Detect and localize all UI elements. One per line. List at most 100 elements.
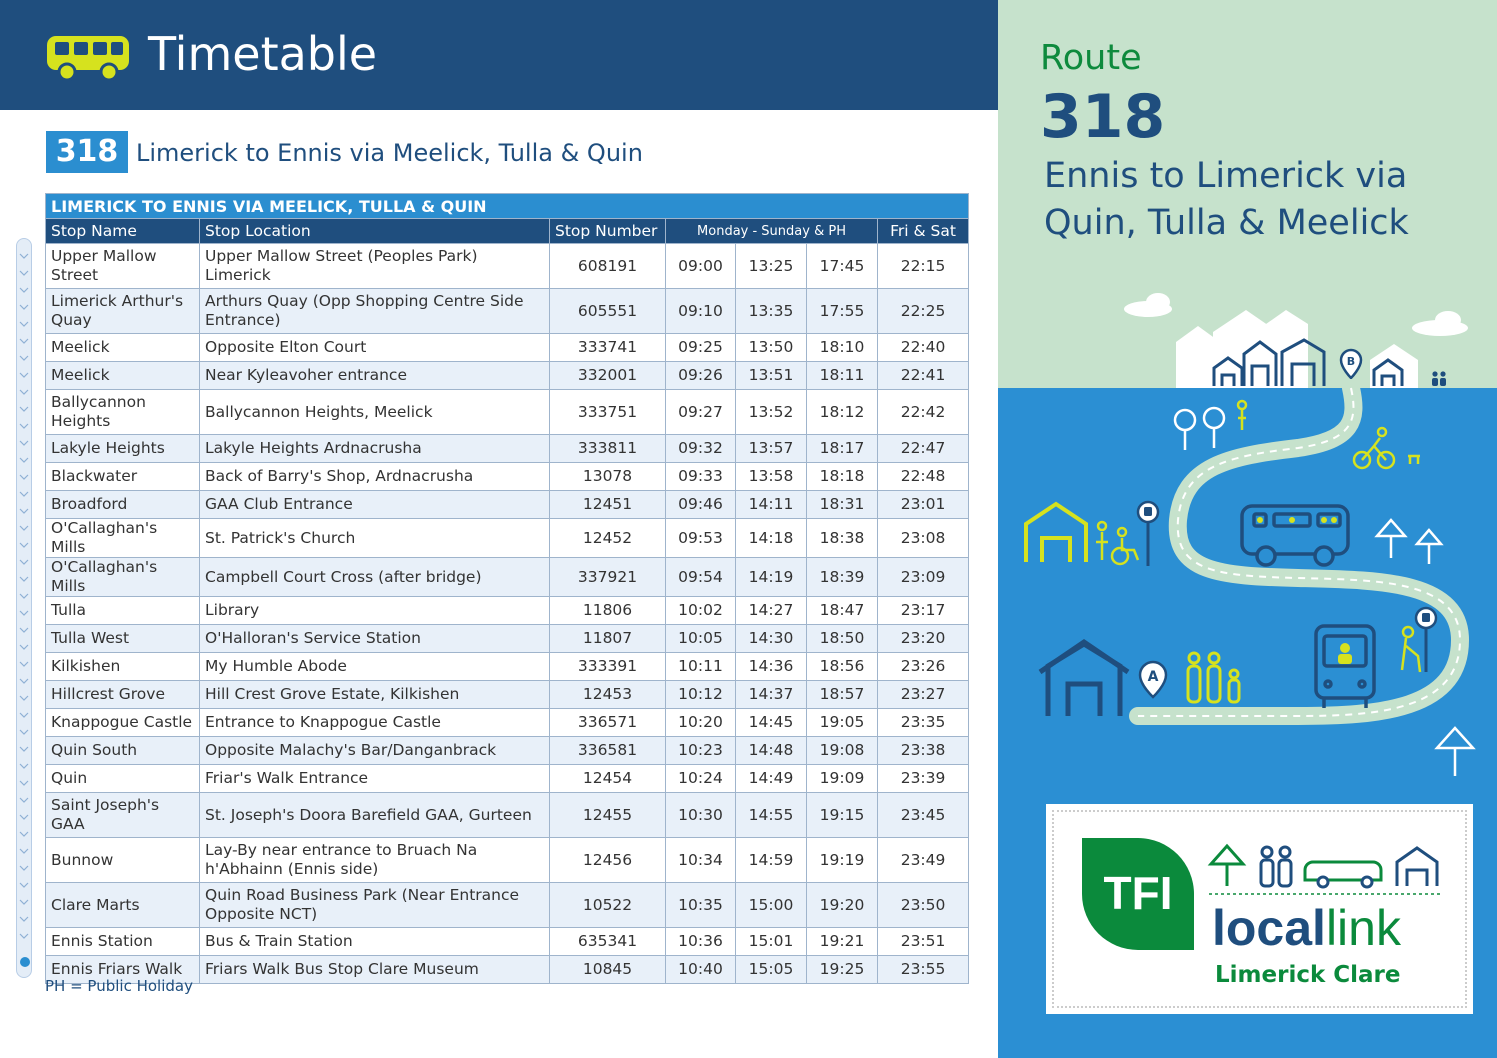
departure-time-cell: 14:11 bbox=[735, 490, 807, 519]
table-row: Tulla Library 11806 10:02 14:27 18:47 23:17 bbox=[45, 596, 970, 625]
fri-sat-time-cell: 23:35 bbox=[876, 708, 970, 737]
stop-name-cell: O'Callaghan's Mills bbox=[45, 557, 200, 597]
road-icon bbox=[1129, 379, 1470, 725]
stop-location-cell: Quin Road Business Park (Near Entrance O… bbox=[199, 882, 550, 928]
route-badge: 318 bbox=[46, 131, 128, 173]
stop-number-cell: 337921 bbox=[549, 557, 666, 597]
table-caption: LIMERICK TO ENNIS VIA MEELICK, TULLA & Q… bbox=[44, 193, 970, 219]
departure-time-cell: 17:45 bbox=[806, 243, 878, 289]
departure-time-cell: 09:32 bbox=[665, 434, 736, 463]
route-heading: Limerick to Ennis via Meelick, Tulla & Q… bbox=[136, 139, 643, 167]
chevron-down-icon bbox=[19, 338, 29, 344]
chevron-down-icon bbox=[19, 287, 29, 293]
local-link-icons bbox=[1207, 843, 1441, 895]
table-row: Lakyle Heights Lakyle Heights Ardnacrusha… bbox=[45, 434, 970, 463]
house-logo-icon bbox=[1395, 846, 1439, 886]
stop-number-cell: 12454 bbox=[549, 764, 666, 793]
stop-marker-a-label: A bbox=[1148, 669, 1159, 685]
departure-time-cell: 15:05 bbox=[735, 955, 807, 984]
departure-time-cell: 18:31 bbox=[806, 490, 878, 519]
chevron-down-icon bbox=[19, 797, 29, 803]
stop-name-cell: Knappogue Castle bbox=[45, 708, 200, 737]
chevron-down-icon bbox=[19, 746, 29, 752]
stop-location-cell: Opposite Malachy's Bar/Danganbrack bbox=[199, 736, 550, 765]
departure-time-cell: 13:25 bbox=[735, 243, 807, 289]
departure-time-cell: 18:18 bbox=[806, 462, 878, 491]
stop-number-cell: 336571 bbox=[549, 708, 666, 737]
chevron-down-icon bbox=[19, 729, 29, 735]
chevron-down-icon bbox=[19, 508, 29, 514]
stop-location-cell: Back of Barry's Shop, Ardnacrusha bbox=[199, 462, 550, 491]
departure-time-cell: 19:05 bbox=[806, 708, 878, 737]
stop-location-cell: My Humble Abode bbox=[199, 652, 550, 681]
departure-time-cell: 09:27 bbox=[665, 389, 736, 435]
house-lime-icon bbox=[1024, 501, 1088, 562]
header-weekday: Monday - Sunday & PH bbox=[665, 218, 878, 244]
chevron-down-icon bbox=[19, 695, 29, 701]
chevron-down-icon bbox=[19, 593, 29, 599]
stop-location-cell: St. Joseph's Doora Barefield GAA, Gurtee… bbox=[199, 792, 550, 838]
stop-number-cell: 10845 bbox=[549, 955, 666, 984]
cloud-icon bbox=[1124, 293, 1468, 336]
stop-name-cell: Quin South bbox=[45, 736, 200, 765]
table-row: Clare Marts Quin Road Business Park (Near… bbox=[45, 882, 970, 928]
departure-time-cell: 18:38 bbox=[806, 518, 878, 558]
fri-sat-time-cell: 23:01 bbox=[876, 490, 970, 519]
chevron-down-icon bbox=[19, 406, 29, 412]
pedestrian-icon bbox=[1236, 399, 1248, 430]
table-row: Limerick Arthur's Quay Arthurs Quay (Opp … bbox=[45, 288, 970, 334]
elderly-person-icon bbox=[1400, 625, 1422, 673]
departure-time-cell: 19:08 bbox=[806, 736, 878, 765]
departure-time-cell: 10:23 bbox=[665, 736, 736, 765]
departure-time-cell: 13:50 bbox=[735, 333, 807, 362]
departure-time-cell: 14:30 bbox=[735, 624, 807, 653]
table-row: Quin South Opposite Malachy's Bar/Danganb… bbox=[45, 736, 970, 765]
stop-location-cell: Hill Crest Grove Estate, Kilkishen bbox=[199, 680, 550, 709]
table-row: O'Callaghan's Mills Campbell Court Cross … bbox=[45, 557, 970, 597]
departure-time-cell: 10:36 bbox=[665, 927, 736, 956]
stop-number-cell: 12453 bbox=[549, 680, 666, 709]
table-row: O'Callaghan's Mills St. Patrick's Church 1… bbox=[45, 518, 970, 558]
departure-time-cell: 17:55 bbox=[806, 288, 878, 334]
chevron-down-icon bbox=[19, 882, 29, 888]
departure-time-cell: 09:10 bbox=[665, 288, 736, 334]
chevron-down-icon bbox=[19, 321, 29, 327]
timetable: LIMERICK TO ENNIS VIA MEELICK, TULLA & Q… bbox=[44, 193, 970, 984]
table-row: Hillcrest Grove Hill Crest Grove Estate, … bbox=[45, 680, 970, 709]
departure-time-cell: 18:57 bbox=[806, 680, 878, 709]
stop-location-cell: Library bbox=[199, 596, 550, 625]
stop-marker-a-icon: A bbox=[1138, 660, 1168, 699]
table-row: Knappogue Castle Entrance to Knappogue Ca… bbox=[45, 708, 970, 737]
stop-number-cell: 12456 bbox=[549, 837, 666, 883]
stop-location-cell: Upper Mallow Street (Peoples Park) Limer… bbox=[199, 243, 550, 289]
chevron-down-icon bbox=[19, 831, 29, 837]
chevron-down-icon bbox=[19, 661, 29, 667]
stop-number-cell: 608191 bbox=[549, 243, 666, 289]
stop-name-cell: Lakyle Heights bbox=[45, 434, 200, 463]
departure-time-cell: 10:35 bbox=[665, 882, 736, 928]
departure-time-cell: 10:24 bbox=[665, 764, 736, 793]
house-large-icon bbox=[1038, 638, 1130, 716]
panel-route-number: 318 bbox=[1040, 82, 1166, 152]
table-row: Meelick Opposite Elton Court 333741 09:25 13… bbox=[45, 333, 970, 362]
chevron-down-icon bbox=[19, 474, 29, 480]
wordmark-local: local bbox=[1212, 900, 1326, 956]
stop-location-cell: Entrance to Knappogue Castle bbox=[199, 708, 550, 737]
family-icon bbox=[1186, 651, 1241, 704]
departure-time-cell: 18:39 bbox=[806, 557, 878, 597]
house-icon bbox=[1212, 338, 1404, 386]
chevron-down-icon bbox=[19, 423, 29, 429]
departure-time-cell: 09:53 bbox=[665, 518, 736, 558]
header-stop-location: Stop Location bbox=[199, 218, 550, 244]
chevron-down-icon bbox=[19, 576, 29, 582]
departure-time-cell: 15:00 bbox=[735, 882, 807, 928]
header-band: Timetable bbox=[0, 0, 998, 110]
tree-logo-icon bbox=[1207, 843, 1247, 886]
bus-front-icon bbox=[1314, 624, 1376, 708]
departure-time-cell: 10:40 bbox=[665, 955, 736, 984]
departure-time-cell: 19:19 bbox=[806, 837, 878, 883]
stop-name-cell: Tulla West bbox=[45, 624, 200, 653]
chevron-down-icon bbox=[19, 610, 29, 616]
route-illustration: B bbox=[1024, 293, 1476, 776]
stop-number-cell: 605551 bbox=[549, 288, 666, 334]
